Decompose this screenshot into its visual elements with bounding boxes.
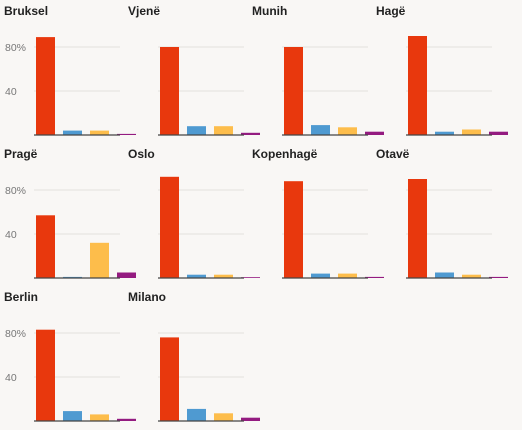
panel-title: Oslo [128,147,155,161]
panel-plot: 40 80% [5,328,136,422]
chart-panel: Munih [248,4,384,144]
panel-plot [282,181,384,279]
bar [36,215,55,278]
panel-title: Hagë [376,4,406,18]
chart-panel: Kopenhagë [248,147,384,287]
panel-plot [158,46,260,136]
bar [160,47,179,135]
bar [462,129,481,135]
chart-panel: Berlin 40 80% [0,290,136,430]
chart-panel: Milano [124,290,260,430]
bar [408,36,427,135]
y-tick-label: 80% [5,185,26,197]
panel-title: Otavë [376,147,410,161]
bar [63,130,82,135]
bar [117,133,136,135]
chart-panel: Vjenë [124,4,260,144]
bar [284,47,303,135]
bar [214,274,233,278]
bar [241,417,260,421]
bar [214,413,233,421]
bar [338,127,357,135]
panel-plot: 40 80% [5,37,136,136]
chart-panel: Hagë [372,4,508,144]
bar [241,132,260,135]
bar [63,411,82,421]
y-tick-label: 40 [5,372,17,384]
bar [187,126,206,135]
bar [435,131,454,135]
bar [36,329,55,421]
panel-plot [406,179,508,279]
bar [462,274,481,278]
bar [408,179,427,278]
panel-plot [158,332,260,422]
bar [241,277,260,278]
bar [284,181,303,278]
bar [117,272,136,278]
panel-plot [282,46,384,136]
y-tick-label: 80% [5,328,26,340]
bar [489,131,508,135]
bar [90,414,109,421]
panel-title: Bruksel [4,4,49,18]
bar [187,408,206,421]
bar [90,130,109,135]
panel-plot [406,36,508,136]
bar [187,274,206,278]
bar [117,418,136,421]
bar [160,176,179,278]
panel-title: Vjenë [128,4,161,18]
bar [311,125,330,135]
panel-title: Pragë [4,147,38,161]
bar [90,242,109,278]
chart-panel: Oslo [124,147,260,287]
panel-title: Berlin [4,290,39,304]
bar [338,273,357,278]
bar [160,337,179,421]
bar [435,272,454,278]
panel-plot: 40 80% [5,185,136,279]
bar [214,126,233,135]
bar [311,273,330,278]
chart-panel: Otavë [372,147,508,287]
panel-title: Milano [128,290,166,304]
bar [36,37,55,135]
bar [365,276,384,278]
y-tick-label: 40 [5,86,17,98]
bar [489,276,508,278]
y-tick-label: 80% [5,42,26,54]
chart-panel: Pragë 40 80% [0,147,136,287]
panel-plot [158,176,260,279]
bar [365,131,384,135]
panel-title: Kopenhagë [252,147,318,161]
panel-title: Munih [252,4,288,18]
chart-panel: Bruksel 40 80% [0,4,136,144]
y-tick-label: 40 [5,229,17,241]
